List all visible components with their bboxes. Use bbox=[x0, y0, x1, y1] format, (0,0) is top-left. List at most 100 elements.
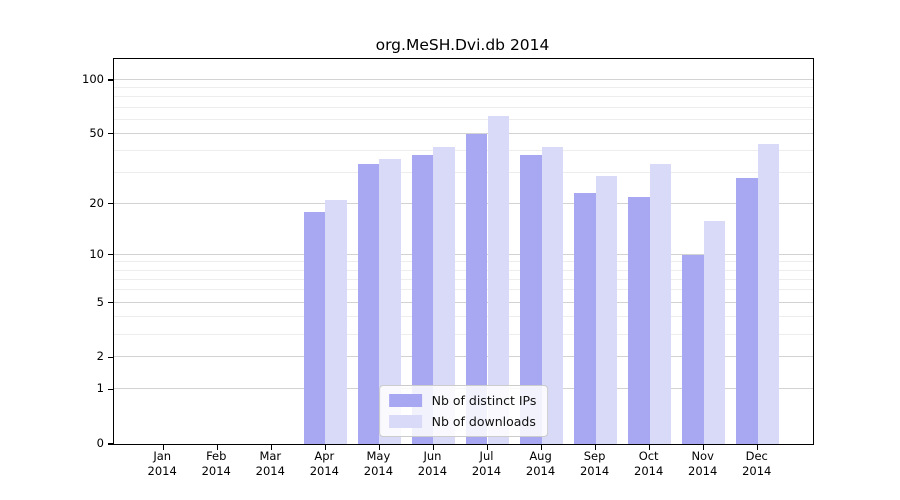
xtick-mark-oct bbox=[649, 444, 651, 450]
legend-label-downloads: Nb of downloads bbox=[431, 414, 536, 429]
ytick-mark-0 bbox=[108, 443, 114, 445]
xtick-label-aug: Aug 2014 bbox=[511, 449, 571, 479]
ytick-mark-20 bbox=[108, 203, 114, 205]
bar-dec-downloads bbox=[757, 143, 780, 444]
legend-swatch-downloads bbox=[388, 415, 422, 428]
legend-item-distinct-ips: Nb of distinct IPs bbox=[388, 393, 537, 408]
xtick-year-mar: 2014 bbox=[255, 464, 285, 478]
ytick-label-100: 100 bbox=[82, 71, 104, 86]
xtick-mark-mar bbox=[270, 444, 272, 450]
xtick-month-mar: Mar bbox=[259, 449, 282, 463]
bar-jun-downloads bbox=[433, 147, 456, 444]
ytick-label-2: 2 bbox=[96, 349, 104, 364]
xtick-label-jun: Jun 2014 bbox=[402, 449, 462, 479]
ytick-label-0: 0 bbox=[96, 436, 104, 450]
xtick-mark-jun bbox=[432, 444, 435, 450]
xtick-label-mar: Mar 2014 bbox=[240, 449, 300, 479]
xtick-year-oct: 2014 bbox=[634, 464, 664, 478]
bar-may-downloads bbox=[379, 159, 402, 444]
xtick-label-feb: Feb 2014 bbox=[186, 449, 246, 479]
bar-aug-distinct-ips bbox=[519, 155, 542, 444]
ytick-mark-50 bbox=[108, 133, 114, 135]
ytick-label-1: 1 bbox=[96, 381, 104, 396]
gridline-20 bbox=[114, 202, 813, 204]
bar-oct-distinct-ips bbox=[627, 196, 650, 444]
ytick-mark-1 bbox=[108, 388, 114, 390]
gridline-50 bbox=[114, 132, 813, 134]
ytick-label-50: 50 bbox=[89, 125, 104, 140]
xtick-month-feb: Feb bbox=[206, 449, 227, 463]
xtick-label-nov: Nov 2014 bbox=[673, 449, 733, 479]
plot-area: Nb of distinct IPs Nb of downloads bbox=[108, 58, 814, 450]
gridline-minor-6 bbox=[114, 289, 813, 291]
legend-swatch-distinct-ips bbox=[388, 394, 422, 407]
gridline-10 bbox=[114, 253, 813, 255]
bar-sep-downloads bbox=[595, 175, 618, 444]
xtick-month-oct: Oct bbox=[638, 449, 659, 463]
gridline-minor-9 bbox=[114, 261, 813, 263]
xtick-year-jul: 2014 bbox=[471, 464, 502, 478]
ytick-mark-10 bbox=[108, 254, 114, 256]
gridline-2 bbox=[114, 356, 813, 358]
bar-dec-distinct-ips bbox=[736, 178, 758, 444]
xtick-month-aug: Aug bbox=[529, 449, 552, 463]
xtick-month-dec: Dec bbox=[745, 449, 768, 463]
bar-apr-distinct-ips bbox=[303, 211, 326, 444]
legend-label-distinct-ips: Nb of distinct IPs bbox=[431, 393, 537, 408]
legend-item-downloads: Nb of downloads bbox=[388, 414, 537, 429]
xtick-year-jun: 2014 bbox=[417, 464, 448, 478]
xtick-year-dec: 2014 bbox=[742, 464, 772, 478]
bar-jul-downloads bbox=[487, 115, 510, 444]
ytick-label-10: 10 bbox=[89, 246, 104, 261]
bar-nov-downloads bbox=[703, 220, 726, 444]
ytick-label-5: 5 bbox=[96, 294, 104, 309]
bar-sep-distinct-ips bbox=[573, 193, 596, 444]
gridline-minor-90 bbox=[114, 87, 813, 89]
gridline-minor-8 bbox=[114, 269, 813, 271]
xtick-year-aug: 2014 bbox=[525, 464, 556, 478]
xtick-month-may: May bbox=[366, 449, 391, 463]
xtick-label-jul: Jul 2014 bbox=[457, 449, 517, 479]
xtick-year-nov: 2014 bbox=[688, 464, 718, 478]
gridline-minor-40 bbox=[114, 150, 813, 152]
gridline-minor-4 bbox=[114, 316, 813, 318]
ytick-mark-2 bbox=[108, 356, 114, 358]
bar-oct-downloads bbox=[649, 163, 672, 444]
gridline-minor-70 bbox=[114, 106, 813, 108]
gridline-5 bbox=[114, 301, 813, 303]
xtick-mark-aug bbox=[540, 444, 543, 450]
legend: Nb of distinct IPs Nb of downloads bbox=[378, 385, 549, 437]
bar-jun-distinct-ips bbox=[411, 155, 434, 444]
xtick-label-sep: Sep 2014 bbox=[565, 449, 625, 479]
xtick-label-dec: Dec 2014 bbox=[727, 449, 787, 479]
xtick-mark-apr bbox=[324, 444, 326, 450]
gridline-minor-30 bbox=[114, 172, 813, 174]
xtick-mark-dec bbox=[757, 444, 759, 450]
gridline-minor-7 bbox=[114, 278, 813, 280]
xtick-year-sep: 2014 bbox=[579, 464, 610, 478]
xtick-mark-jul bbox=[486, 444, 489, 450]
xtick-year-jan: 2014 bbox=[147, 464, 177, 478]
gridline-minor-60 bbox=[114, 118, 813, 120]
bar-nov-distinct-ips bbox=[682, 254, 704, 444]
xtick-month-jul: Jul bbox=[479, 449, 494, 463]
bar-apr-downloads bbox=[325, 200, 348, 444]
xtick-month-apr: Apr bbox=[314, 449, 335, 463]
xtick-year-may: 2014 bbox=[363, 464, 394, 478]
gridline-100 bbox=[114, 78, 813, 80]
ytick-label-20: 20 bbox=[89, 195, 104, 210]
xtick-month-jun: Jun bbox=[423, 449, 442, 463]
xtick-label-oct: Oct 2014 bbox=[619, 449, 679, 479]
gridline-minor-3 bbox=[114, 333, 813, 335]
ytick-mark-100 bbox=[108, 79, 114, 81]
xtick-mark-sep bbox=[595, 444, 597, 450]
xtick-month-sep: Sep bbox=[583, 449, 606, 463]
ytick-mark-5 bbox=[108, 302, 114, 304]
xtick-label-may: May 2014 bbox=[348, 449, 408, 479]
xtick-month-nov: Nov bbox=[691, 449, 714, 463]
xtick-year-apr: 2014 bbox=[309, 464, 339, 478]
xtick-label-jan: Jan 2014 bbox=[132, 449, 192, 479]
xtick-label-apr: Apr 2014 bbox=[294, 449, 354, 479]
chart-title: org.MeSH.Dvi.db 2014 bbox=[375, 36, 550, 54]
